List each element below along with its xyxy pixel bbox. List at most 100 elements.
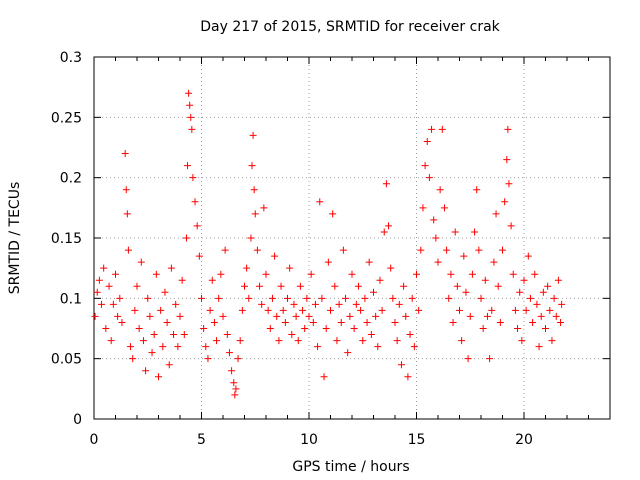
data-point [232, 385, 240, 393]
y-tick-label: 0.2 [60, 171, 82, 187]
data-point [499, 246, 506, 254]
data-point [346, 312, 354, 320]
data-point [408, 294, 416, 302]
data-point [102, 325, 110, 332]
data-point [234, 355, 242, 363]
grid-lines [94, 57, 610, 419]
data-point [266, 325, 274, 332]
data-point [148, 349, 156, 357]
data-point [122, 186, 130, 194]
data-point [109, 300, 117, 308]
data-point [180, 331, 188, 339]
data-point [245, 294, 253, 302]
data-point [548, 337, 556, 345]
data-point [288, 331, 296, 339]
data-point [118, 318, 126, 326]
data-point [238, 306, 246, 314]
data-point [529, 318, 537, 326]
data-point [372, 312, 380, 320]
data-point [550, 294, 558, 302]
data-point [217, 270, 225, 278]
data-point [200, 325, 208, 332]
data-point [462, 288, 470, 296]
data-point [294, 337, 302, 345]
data-point [352, 300, 360, 308]
data-point [514, 325, 522, 332]
data-point [107, 337, 115, 345]
data-point [187, 113, 195, 121]
data-point [241, 282, 248, 290]
axis-ticks: 0 0.05 0.1 0.15 0.2 0.25 0.3 0 5 10 15 20 [51, 50, 611, 448]
data-point [277, 282, 285, 290]
data-point [152, 270, 160, 278]
data-point [526, 294, 534, 302]
data-point [176, 312, 184, 320]
data-point [552, 312, 560, 320]
data-point [367, 331, 375, 339]
data-point [376, 276, 384, 284]
data-point [475, 246, 483, 254]
data-point [116, 294, 124, 302]
data-point [518, 337, 526, 345]
data-point [314, 343, 322, 351]
data-point [127, 343, 135, 351]
data-point [387, 264, 395, 272]
data-point [503, 156, 511, 164]
data-point [406, 331, 414, 339]
data-point [262, 270, 270, 278]
data-point [157, 306, 165, 314]
data-point [453, 282, 461, 290]
data-point [430, 216, 438, 224]
data-point [318, 294, 326, 302]
data-point [421, 162, 429, 170]
data-point [481, 276, 489, 284]
data-point [195, 252, 203, 260]
data-point [363, 318, 371, 326]
data-point [95, 276, 103, 284]
data-point [249, 131, 257, 139]
data-point [167, 264, 175, 272]
data-point [533, 300, 541, 308]
data-point [273, 312, 281, 320]
data-point [204, 355, 212, 363]
data-point [215, 294, 223, 302]
data-point [236, 337, 244, 345]
y-tick-label: 0.3 [60, 50, 82, 66]
data-point [445, 294, 453, 302]
data-point [189, 174, 197, 182]
data-point [170, 331, 178, 339]
data-point [350, 325, 358, 332]
data-point [258, 300, 266, 308]
x-tick-label: 0 [90, 432, 99, 448]
data-point [471, 228, 479, 236]
data-point [558, 300, 566, 308]
data-point [479, 325, 487, 332]
data-point [98, 300, 106, 308]
data-point [223, 331, 231, 339]
data-point [434, 258, 442, 266]
data-point [344, 349, 352, 357]
data-point [440, 204, 448, 212]
data-point [135, 325, 143, 332]
data-point [320, 373, 328, 381]
data-point [213, 337, 221, 345]
data-point [290, 300, 298, 308]
data-point [524, 252, 532, 260]
y-tick-label: 0.15 [51, 231, 82, 247]
data-point [172, 300, 180, 308]
data-point [184, 162, 192, 170]
data-point [165, 361, 173, 369]
data-point [191, 198, 199, 206]
data-point [256, 282, 264, 290]
data-point [385, 222, 393, 230]
data-point [348, 270, 356, 278]
data-point [501, 198, 509, 206]
data-point [557, 318, 565, 326]
data-point [303, 294, 311, 302]
data-point [546, 306, 554, 314]
data-point [333, 337, 341, 345]
data-point [542, 325, 549, 332]
data-point [378, 306, 386, 314]
data-point [535, 343, 543, 351]
data-point [361, 294, 369, 302]
